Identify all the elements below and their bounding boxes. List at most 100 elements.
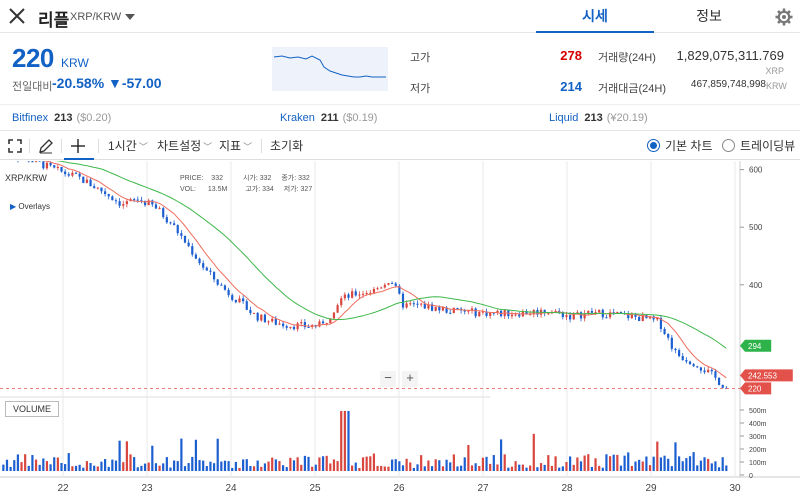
interval-select[interactable]: 1시간 ﹀: [108, 132, 148, 160]
candle-body: [216, 279, 219, 285]
chart-settings-menu[interactable]: 차트설정 ﹀: [157, 132, 212, 160]
volume-bar: [358, 467, 361, 471]
price-marker-label: 242.553: [748, 371, 777, 380]
candle-body: [183, 235, 187, 243]
indicators-menu[interactable]: 지표 ﹀: [219, 132, 252, 160]
volume-bar: [78, 464, 81, 471]
legend-vol: 13.5M: [207, 186, 228, 193]
tab-info[interactable]: 정보: [696, 8, 722, 24]
volume-bar: [143, 463, 147, 471]
fullscreen-icon[interactable]: [8, 139, 22, 153]
volume-bar: [209, 461, 212, 471]
volume-bar: [5, 459, 9, 471]
chart-toolbar: 1시간 ﹀ 차트설정 ﹀ 지표 ﹀ 초기화 기본 차트 트레이딩뷰: [0, 132, 800, 160]
caret-right-icon: ▶: [10, 202, 17, 211]
volume-bar: [594, 458, 597, 471]
exchange-kraken[interactable]: Kraken 211 ($0.19): [280, 112, 377, 124]
volume-bar: [31, 455, 34, 471]
volume-bar: [42, 458, 45, 471]
volume-bar: [681, 461, 684, 471]
volume-bar: [652, 456, 655, 471]
candle-body: [445, 307, 448, 313]
volume-bar: [645, 456, 648, 471]
amount-24h-unit: KRW: [766, 81, 787, 91]
price-marker-label: 294: [748, 342, 762, 351]
overlays-toggle[interactable]: ▶ Overlays: [10, 202, 50, 211]
volume-bar: [187, 463, 190, 471]
exchange-price-row: Bitfinex 213 ($0.20) Kraken 211 ($0.19) Liqu…: [0, 106, 800, 131]
volume-bar: [122, 462, 125, 471]
candle-body: [663, 328, 666, 334]
volume-pane-label: VOLUME: [5, 401, 59, 417]
candle-body: [343, 294, 346, 299]
volume-bar: [685, 458, 688, 471]
zoom-in-button[interactable]: +: [402, 371, 418, 387]
exchange-bitfinex[interactable]: Bitfinex 213 ($0.20): [12, 112, 111, 124]
volume-bar: [703, 457, 706, 471]
candle-body: [547, 313, 550, 315]
volume-bar: [194, 439, 198, 471]
pencil-draw-icon[interactable]: [38, 138, 54, 154]
volume-bar: [180, 438, 183, 471]
basic-chart-radio[interactable]: 기본 차트: [647, 132, 713, 160]
day-tick-label: 24: [225, 483, 237, 494]
volume-bar: [525, 467, 528, 471]
candle-body: [721, 384, 724, 388]
volume-bar: [2, 464, 5, 471]
gear-icon[interactable]: [774, 7, 794, 27]
coin-select-chevron-down-icon[interactable]: [125, 14, 135, 20]
candle-body: [242, 298, 245, 302]
exchange-liquid[interactable]: Liquid 213 (¥20.19): [549, 112, 648, 124]
tradingview-radio[interactable]: 트레이딩뷰: [722, 132, 795, 160]
candle-body: [49, 162, 52, 166]
volume-bar: [674, 442, 677, 471]
chart-canvas[interactable]: 600 500 400 500m 400m 300m 200m 100m 0 22 23 24 25 26…: [0, 161, 800, 496]
candle-body: [670, 337, 673, 349]
price-marker-badge: [740, 382, 772, 395]
candle-body: [100, 187, 103, 192]
candle-body: [227, 289, 230, 296]
change-price: ▼-57.00: [108, 75, 162, 91]
volume-bar: [390, 459, 394, 471]
candle-body: [252, 312, 256, 314]
exchange-name: Bitfinex: [12, 112, 49, 124]
radio-selected-icon: [647, 139, 660, 152]
volume-bar: [183, 466, 187, 471]
volume-bar: [45, 461, 49, 471]
overlays-label: Overlays: [18, 202, 50, 211]
volume-bar: [223, 460, 227, 471]
tab-market[interactable]: 시세: [536, 0, 654, 33]
price-chart[interactable]: 600 500 400 500m 400m 300m 200m 100m 0 22 23 24 25 26…: [0, 161, 800, 496]
volume-bar: [409, 462, 412, 471]
volume-bar: [89, 463, 92, 471]
crosshair-icon[interactable]: [70, 138, 86, 154]
candle-body: [321, 321, 325, 324]
exchange-name: Liquid: [549, 112, 579, 124]
candle-body: [296, 323, 299, 330]
candle-body: [594, 312, 597, 314]
volume-bar: [202, 460, 205, 471]
volume-tick-label: 400m: [749, 421, 767, 428]
candle-body: [249, 309, 252, 314]
candle-body: [369, 292, 372, 294]
candle-body: [525, 311, 528, 315]
volume-tick-label: 500m: [749, 408, 767, 415]
candle-body: [489, 312, 492, 316]
candle-body: [667, 333, 670, 338]
candle-body: [78, 173, 81, 177]
volume-bar: [285, 467, 288, 471]
ohlc-legend: PRICE: 332 시가: 332 종가: 332 VOL: 13.5M 고가…: [180, 173, 312, 195]
candle-body: [387, 283, 390, 285]
volume-bar: [198, 460, 201, 471]
candle-body: [122, 204, 125, 206]
zoom-out-button[interactable]: −: [380, 371, 396, 387]
volume-bar: [659, 457, 663, 471]
candle-body: [641, 314, 644, 322]
volume-bar: [688, 456, 692, 471]
reset-button[interactable]: 초기화: [270, 139, 304, 153]
volume-bar: [529, 465, 532, 471]
volume-bar: [634, 461, 637, 471]
legend-close: 332: [298, 175, 310, 182]
volume-bar: [249, 465, 252, 471]
volume-tick-label: 100m: [749, 460, 767, 467]
